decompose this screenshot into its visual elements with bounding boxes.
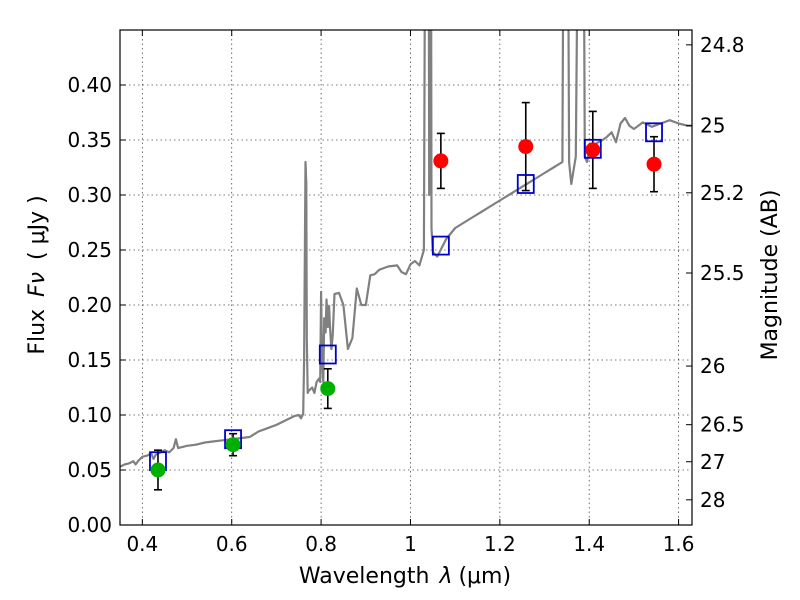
y-tick-label: 0.10 bbox=[67, 403, 112, 427]
plot-frame bbox=[119, 29, 693, 526]
y-tick-label: 0.05 bbox=[67, 458, 112, 482]
observation-point bbox=[518, 139, 534, 155]
spectrum-layer bbox=[120, 30, 692, 468]
x-tick-label: 0.6 bbox=[216, 532, 248, 556]
observation-point bbox=[433, 153, 449, 169]
spectrum-line bbox=[120, 30, 692, 468]
detection-point bbox=[150, 462, 166, 478]
y-axis-label: Flux Fν ( μJy ) bbox=[25, 195, 50, 354]
y-tick-label: 0.40 bbox=[67, 73, 112, 97]
model-photometry-point bbox=[645, 122, 663, 143]
x-label-prefix: Wavelength bbox=[299, 564, 430, 589]
y-label-prefix: Flux bbox=[25, 309, 50, 355]
model-photometry-point bbox=[431, 235, 450, 256]
x-label-symbol: λ bbox=[438, 564, 452, 589]
mag-tick-label: 26.5 bbox=[700, 413, 745, 437]
observation-point bbox=[585, 142, 601, 158]
y-tick-label: 0.30 bbox=[67, 183, 112, 207]
detection-point bbox=[320, 381, 336, 397]
y-tick-label: 0.20 bbox=[67, 293, 112, 317]
y-tick-label: 0.00 bbox=[67, 513, 112, 537]
y-tick-label: 0.15 bbox=[67, 348, 112, 372]
points-layer bbox=[149, 101, 663, 491]
model-photometry-point bbox=[583, 138, 602, 159]
x-tick-label: 1.2 bbox=[484, 532, 516, 556]
x-tick-label: 1.6 bbox=[663, 532, 695, 556]
x-tick-label: 0.4 bbox=[126, 532, 158, 556]
mag-tick-label: 25.5 bbox=[700, 261, 745, 285]
mag-tick-label: 26 bbox=[700, 354, 725, 378]
mag-tick-label: 25 bbox=[700, 114, 725, 138]
x-tick-label: 1 bbox=[404, 532, 417, 556]
x-axis-label: Wavelength λ (μm) bbox=[299, 564, 511, 589]
grid bbox=[120, 30, 692, 526]
y-tick-label: 0.25 bbox=[67, 238, 112, 262]
model-photometry-point bbox=[516, 174, 535, 194]
ticks: 0.4 0.6 0.8 1 1.2 1.4 1.6 0.00 0.05 0.10 0.15 0.20 0… bbox=[67, 30, 745, 556]
mag-tick-label: 28 bbox=[700, 488, 725, 512]
observation-point bbox=[646, 156, 662, 172]
detection-point bbox=[225, 437, 241, 453]
x-label-unit: (μm) bbox=[458, 564, 511, 589]
mag-tick-label: 27 bbox=[700, 450, 725, 474]
mag-tick-label: 24.8 bbox=[700, 33, 745, 57]
model-photometry-point bbox=[318, 344, 337, 365]
mag-tick-label: 25.2 bbox=[700, 181, 745, 205]
y-label-symbol: Fν bbox=[25, 272, 50, 297]
y-tick-label: 0.35 bbox=[67, 128, 112, 152]
y-label-unit: ( μJy ) bbox=[25, 195, 50, 260]
x-tick-label: 0.8 bbox=[305, 532, 337, 556]
right-axis-label: Magnitude (AB) bbox=[758, 190, 783, 361]
x-tick-label: 1.4 bbox=[573, 532, 605, 556]
